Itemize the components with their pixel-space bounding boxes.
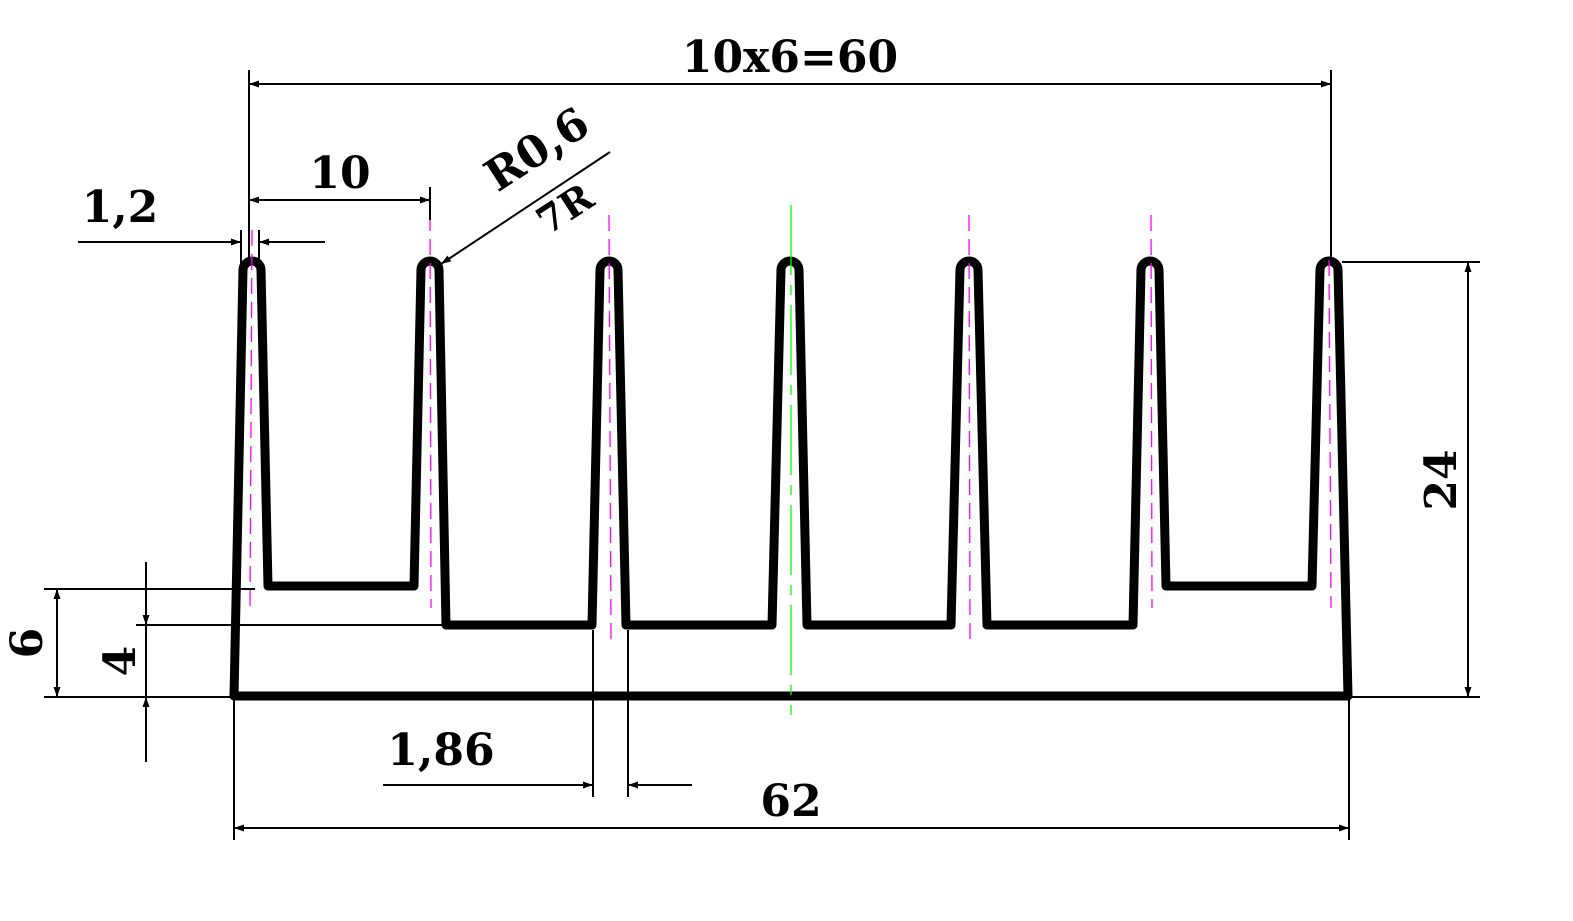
fin-centerline-5 [968,214,971,641]
root-thickness-label: 1,86 [387,725,494,776]
radius-count-label: 7R [528,174,602,244]
tip-thickness-label: 1,2 [82,182,159,233]
fin-centerline-6 [1150,214,1153,609]
overall-pitch-label: 10x6=60 [682,32,898,83]
fin-centerline-1 [249,229,253,609]
overall-width-label: 62 [760,776,821,827]
fin-centerlines [249,214,1332,641]
fin-height-label: 24 [1416,449,1467,510]
inner-base-height-label: 4 [95,646,146,677]
fin-centerline-7 [1328,259,1332,609]
fin-centerline-3 [608,214,612,641]
fin-pitch-label: 10 [309,148,370,199]
outer-base-height-label: 6 [2,628,53,659]
dimension-lines [44,70,1480,840]
radius-leader-line [440,151,611,265]
fin-centerline-2 [429,214,432,609]
